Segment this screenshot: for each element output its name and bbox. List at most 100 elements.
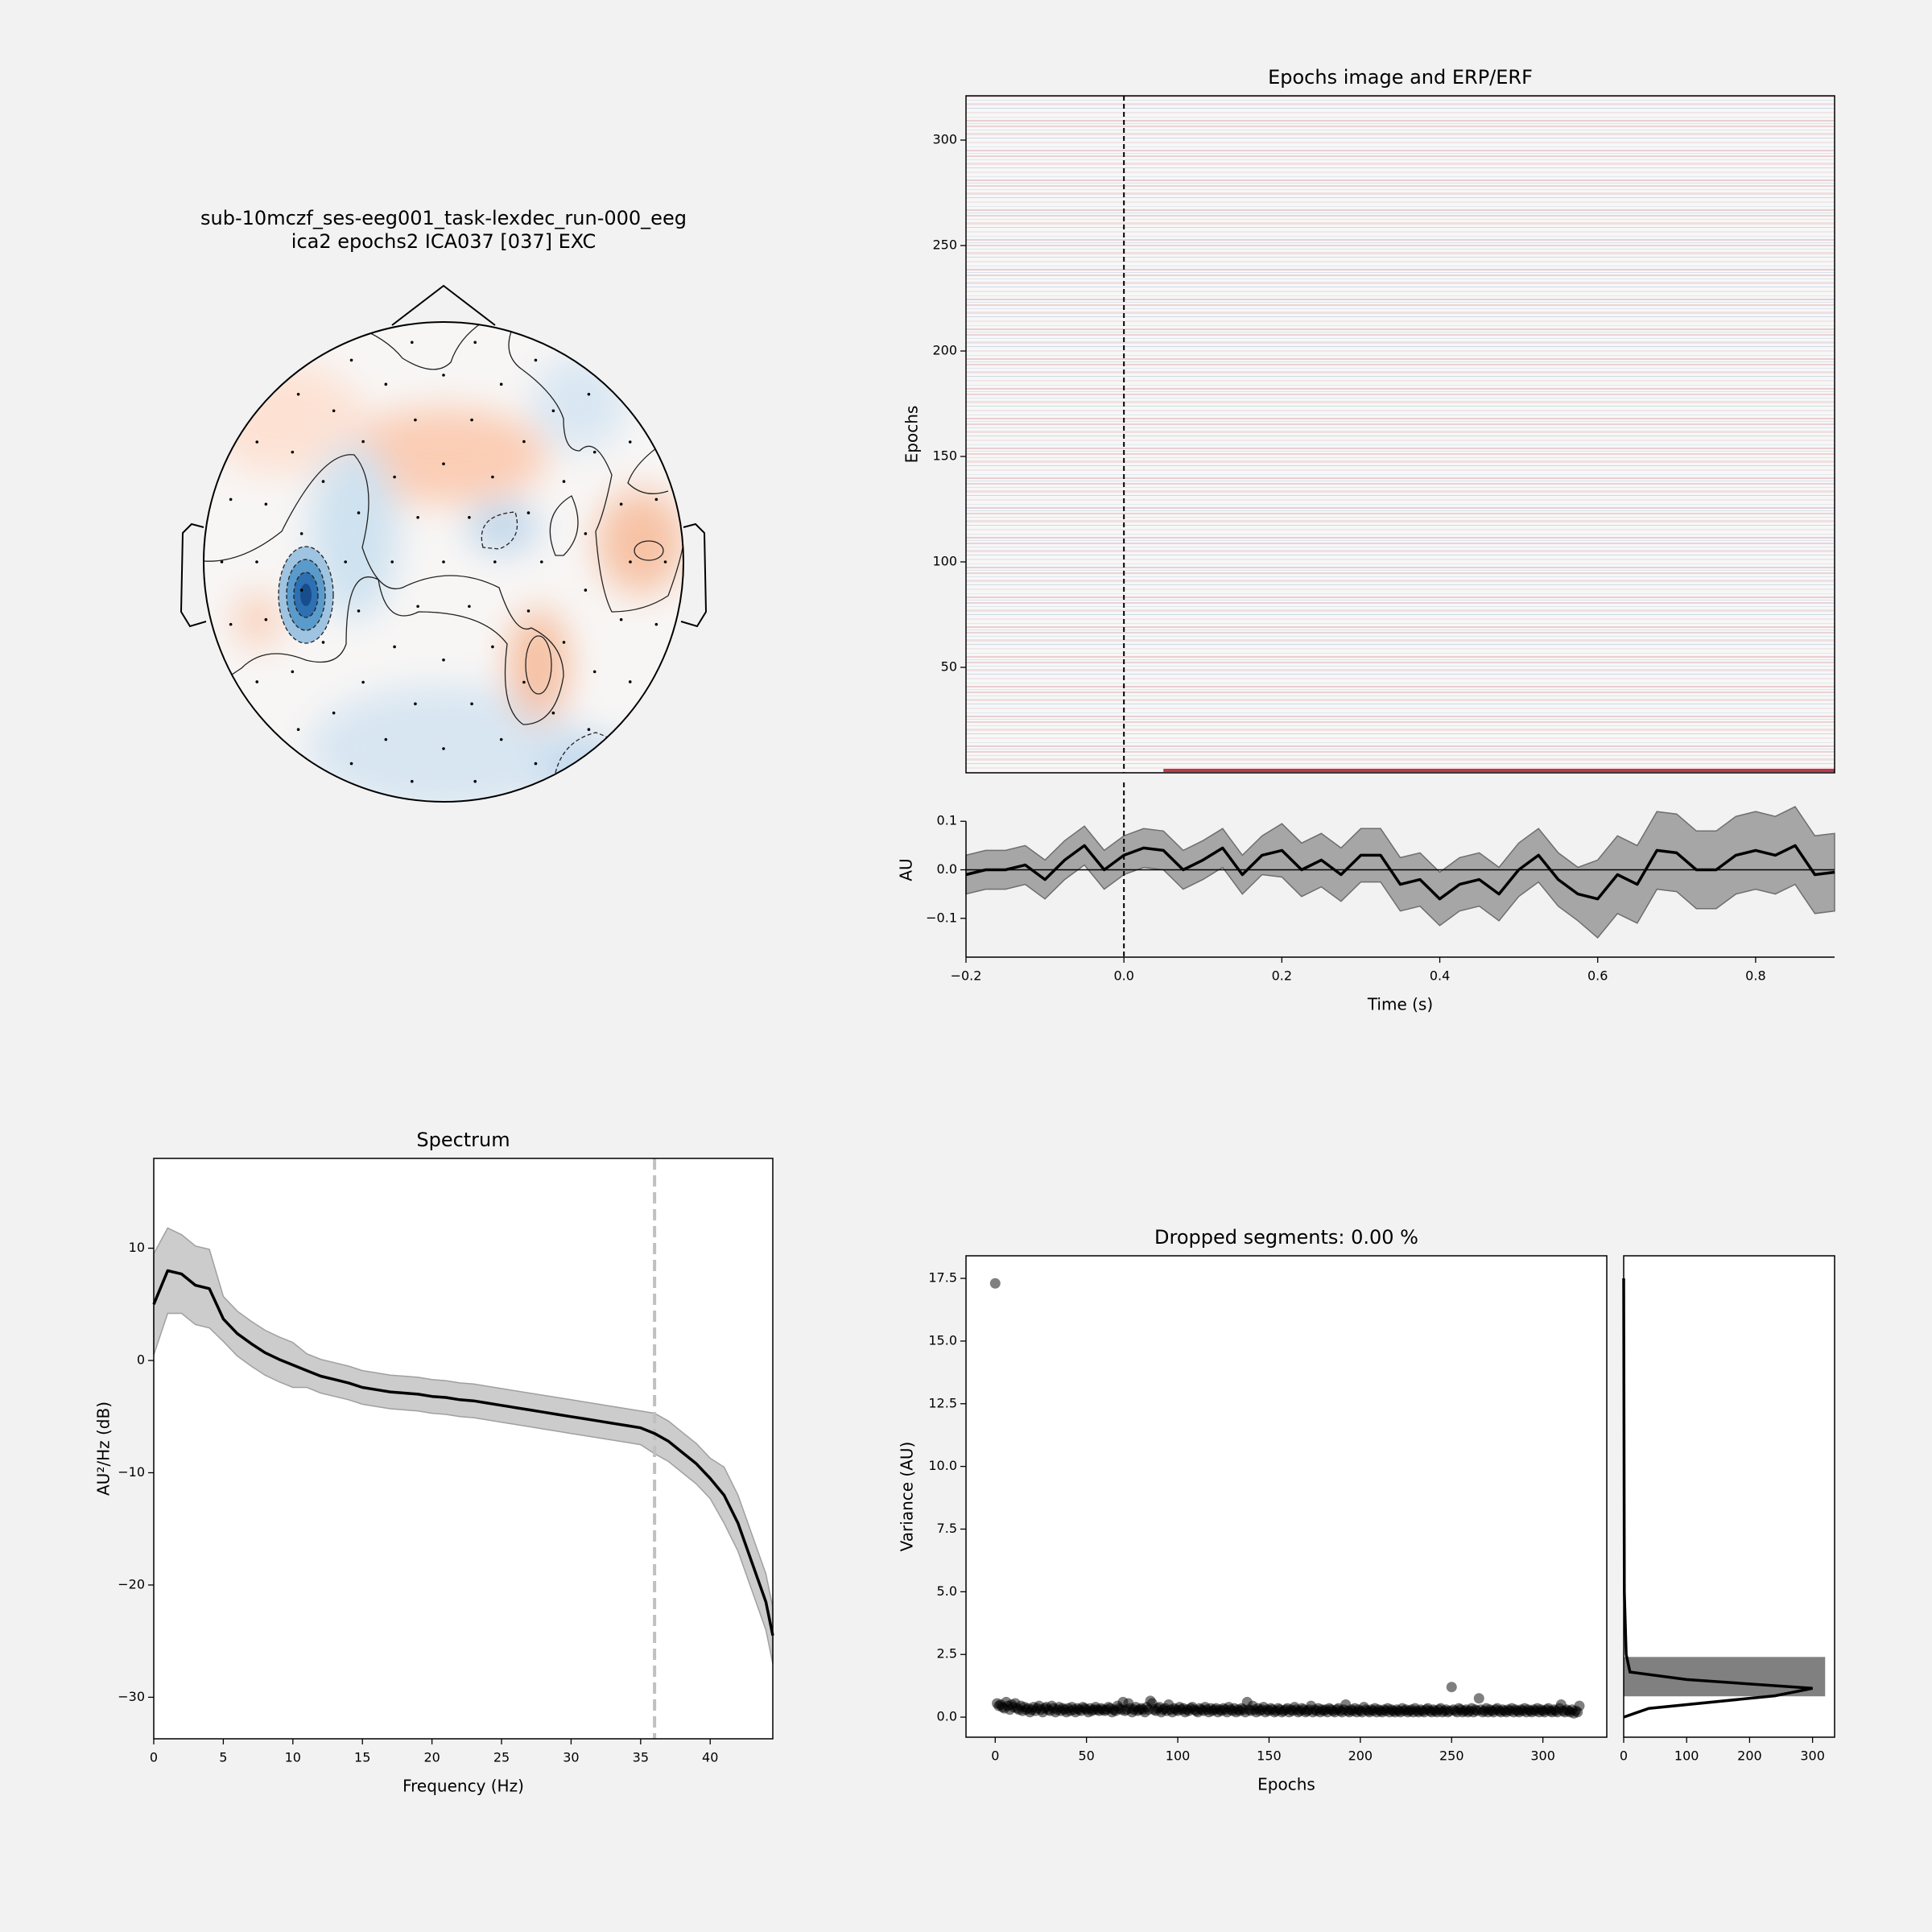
sensor bbox=[255, 680, 259, 683]
sensor bbox=[255, 560, 258, 564]
sensor bbox=[344, 560, 348, 564]
line bbox=[152, 1269, 774, 1637]
sensor bbox=[357, 609, 361, 613]
y-tick-label: 0.0 bbox=[937, 1709, 957, 1724]
y-tick-label: 5.0 bbox=[937, 1583, 957, 1599]
y-tick-label: −20 bbox=[118, 1576, 145, 1591]
sensor bbox=[534, 358, 538, 362]
x-tick-label: 200 bbox=[1737, 1748, 1762, 1764]
sensor bbox=[442, 560, 445, 564]
band bbox=[965, 806, 1835, 939]
y-tick-label: 17.5 bbox=[928, 1270, 957, 1286]
y-axis-label: Epochs bbox=[902, 406, 922, 464]
x-tick-label: 5 bbox=[219, 1750, 227, 1765]
sensor bbox=[629, 560, 632, 564]
sensor bbox=[416, 605, 419, 609]
y-tick-label: 100 bbox=[932, 554, 957, 569]
axes-frame bbox=[1623, 1255, 1835, 1738]
y-tick-label: −0.1 bbox=[926, 910, 957, 925]
sensor bbox=[619, 617, 623, 621]
x-tick-label: 300 bbox=[1800, 1748, 1825, 1764]
sensor bbox=[526, 609, 530, 613]
x-tick-label: 250 bbox=[1439, 1748, 1464, 1764]
sensor bbox=[291, 450, 295, 454]
sensor bbox=[587, 728, 591, 732]
sensor bbox=[654, 497, 658, 502]
y-tick-label: −30 bbox=[118, 1689, 145, 1704]
sensor bbox=[562, 641, 566, 644]
sensor bbox=[468, 515, 471, 519]
sensor bbox=[349, 762, 353, 766]
axes-frame bbox=[153, 1158, 774, 1740]
y-tick-label: 200 bbox=[932, 343, 957, 358]
y-tick-label: 300 bbox=[932, 132, 957, 147]
sensor bbox=[321, 641, 325, 644]
sensor bbox=[540, 560, 543, 564]
sensor bbox=[299, 588, 303, 592]
sensor bbox=[390, 560, 394, 564]
sensor bbox=[592, 670, 597, 674]
x-tick-label: 15 bbox=[354, 1750, 370, 1765]
sensor bbox=[654, 622, 658, 626]
x-tick-label: 200 bbox=[1348, 1748, 1373, 1764]
x-tick-label: 25 bbox=[493, 1750, 510, 1765]
sensor bbox=[384, 382, 388, 386]
sensor bbox=[628, 680, 632, 683]
sensor bbox=[584, 532, 588, 535]
sensor bbox=[332, 409, 336, 413]
x-tick-label: 300 bbox=[1530, 1748, 1555, 1764]
sensor bbox=[299, 532, 303, 535]
x-tick-label: 0 bbox=[1620, 1748, 1628, 1764]
axes-frame bbox=[965, 95, 1835, 774]
left-ear bbox=[180, 522, 207, 628]
y-tick-label: 250 bbox=[932, 237, 957, 253]
x-tick-label: 150 bbox=[1257, 1748, 1282, 1764]
sensor bbox=[264, 502, 268, 506]
sensor bbox=[442, 462, 445, 465]
y-tick-label: 0.1 bbox=[937, 813, 957, 828]
sensor bbox=[522, 680, 526, 684]
y-tick-label: 150 bbox=[932, 448, 957, 464]
sensor bbox=[468, 605, 471, 609]
sensor bbox=[255, 440, 259, 444]
y-tick-label: 50 bbox=[941, 659, 957, 675]
sensor bbox=[357, 511, 361, 514]
sensor bbox=[229, 622, 233, 626]
y-tick-label: 10.0 bbox=[928, 1458, 957, 1473]
x-tick-label: 50 bbox=[1078, 1748, 1094, 1764]
y-tick-label: 12.5 bbox=[928, 1395, 957, 1410]
y-tick-label: 10 bbox=[129, 1240, 145, 1255]
sensor bbox=[442, 658, 445, 662]
sensor bbox=[264, 617, 268, 621]
x-axis-label: Time (s) bbox=[1367, 995, 1433, 1014]
x-axis-label: Epochs bbox=[1257, 1775, 1315, 1794]
sensors bbox=[220, 341, 667, 783]
chart-title: Dropped segments: 0.00 % bbox=[1154, 1226, 1418, 1249]
x-tick-label: 40 bbox=[702, 1750, 718, 1765]
y-tick-label: 0 bbox=[137, 1352, 145, 1368]
chart-title: Spectrum bbox=[416, 1129, 510, 1151]
sensor bbox=[229, 497, 233, 502]
sensor bbox=[414, 702, 417, 706]
sensor bbox=[562, 480, 566, 483]
x-tick-label: −0.2 bbox=[951, 968, 982, 984]
x-tick-label: 0.4 bbox=[1430, 968, 1450, 984]
topomap-title: ica2 epochs2 ICA037 [037] EXC bbox=[291, 230, 596, 253]
x-tick-label: 0 bbox=[150, 1750, 158, 1765]
sensor bbox=[493, 560, 497, 564]
sensor bbox=[416, 515, 419, 519]
sensor bbox=[628, 440, 632, 444]
sensor bbox=[473, 341, 477, 345]
sensor bbox=[220, 560, 224, 564]
sensor bbox=[332, 711, 336, 715]
topomap-title: sub-10mczf_ses-eeg001_task-lexdec_run-00… bbox=[200, 207, 687, 229]
sensor bbox=[291, 670, 295, 674]
sensor bbox=[349, 358, 353, 362]
x-tick-label: 0.8 bbox=[1745, 968, 1765, 984]
sensor bbox=[296, 728, 300, 732]
sensor bbox=[619, 502, 623, 506]
nose bbox=[391, 284, 496, 326]
kde-line bbox=[1622, 1278, 1813, 1719]
y-axis-label: AU bbox=[897, 858, 916, 881]
